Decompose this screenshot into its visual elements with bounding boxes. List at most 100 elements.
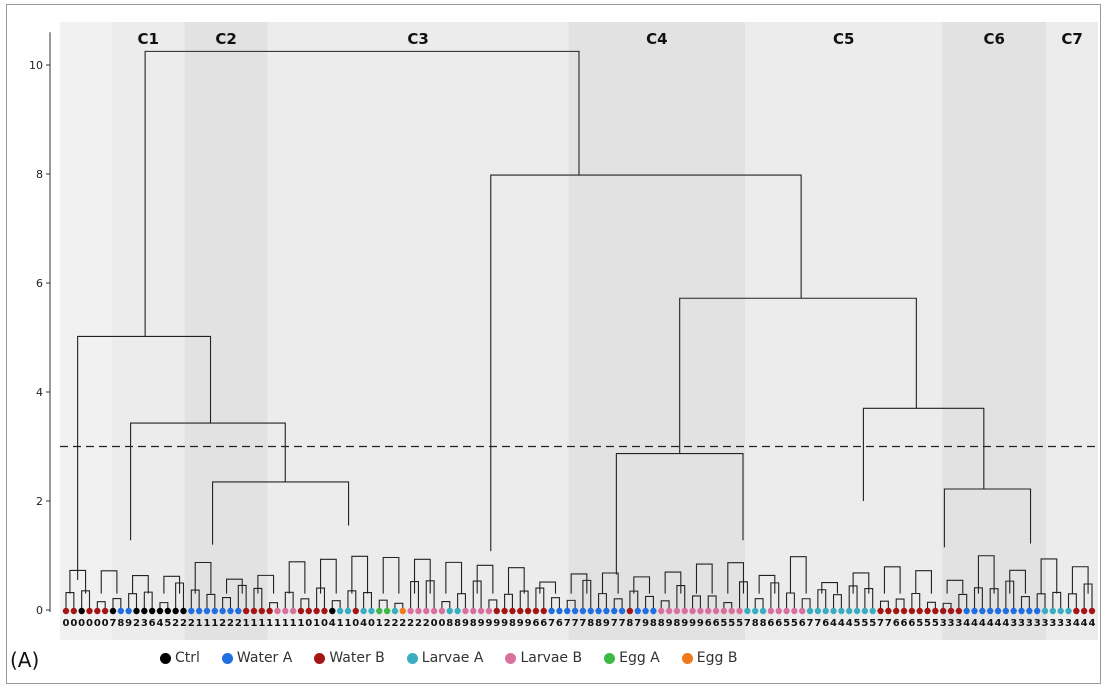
leaf-marker — [900, 607, 908, 615]
leaf-merge-group — [883, 566, 901, 594]
leaf-label: 3 — [1065, 618, 1072, 629]
panel-label: (A) — [10, 648, 40, 672]
legend-label: Egg B — [696, 650, 738, 666]
cluster-band-c2 — [184, 22, 268, 640]
leaf-marker — [979, 607, 986, 615]
cluster-band-c5 — [745, 22, 943, 640]
leaf-marker — [101, 607, 109, 615]
leaf-marker — [1049, 607, 1057, 615]
leaf-label: 2 — [415, 618, 422, 629]
legend-item: Larvae B — [505, 650, 582, 666]
leaf-label: 1 — [376, 618, 383, 629]
leaf-label: 0 — [431, 618, 438, 629]
leaf-label: 6 — [705, 618, 712, 629]
leaf-label: 7 — [619, 618, 626, 629]
leaf-marker — [415, 607, 422, 615]
leaf-marker — [274, 607, 281, 615]
cluster-band-c6 — [942, 22, 1047, 640]
cluster-band-c1 — [111, 22, 185, 640]
leaf-merge — [488, 599, 498, 610]
leaf-marker — [180, 607, 187, 615]
leaf-label: 4 — [963, 618, 970, 629]
leaf-marker — [759, 607, 767, 615]
leaf-marker — [266, 607, 273, 615]
leaf-merge-group — [789, 556, 807, 594]
leaf-merge-group — [946, 579, 964, 594]
leaf-marker — [869, 607, 876, 615]
leaf-label: 9 — [697, 618, 704, 629]
leaf-merge — [942, 602, 952, 610]
leaf-marker — [509, 607, 516, 615]
leaf-label: 2 — [133, 618, 140, 629]
leaf-label: 9 — [485, 618, 492, 629]
leaf-label: 2 — [235, 618, 242, 629]
leaf-merge — [754, 598, 764, 610]
leaf-merge-group — [915, 570, 932, 594]
leaf-marker — [1057, 607, 1064, 615]
leaf-label: 1 — [203, 618, 210, 629]
leaf-marker — [736, 607, 743, 615]
leaf-marker — [360, 607, 367, 615]
leaf-merge — [832, 594, 842, 610]
leaf-marker — [86, 607, 93, 615]
leaf-label: 4 — [838, 618, 845, 629]
leaf-merge — [707, 595, 717, 610]
leaf-marker — [203, 607, 211, 615]
leaf-merge-group — [852, 572, 870, 594]
leaf-merge-group — [163, 575, 181, 594]
legend-label: Water A — [236, 650, 293, 666]
leaf-label: 5 — [869, 618, 876, 629]
leaf-marker — [806, 607, 814, 615]
leaf-merge — [958, 593, 968, 610]
leaf-merge — [566, 599, 576, 610]
leaf-marker — [822, 607, 829, 615]
leaf-label: 1 — [290, 618, 297, 629]
leaf-merge-group — [695, 563, 713, 594]
leaf-marker — [305, 607, 312, 615]
leaf-marker — [673, 607, 681, 615]
leaf-merge-group — [445, 561, 463, 594]
leaf-marker — [1010, 607, 1017, 615]
leaf-label: 8 — [595, 618, 602, 629]
leaf-marker — [579, 607, 587, 615]
leaf-marker — [329, 607, 336, 615]
leaf-marker — [650, 607, 657, 615]
leaf-merge-group — [570, 573, 588, 594]
leaf-marker — [885, 607, 892, 615]
leaf-merge-group — [977, 555, 995, 594]
cluster-label-c5: C5 — [833, 30, 854, 48]
leaf-label: 0 — [352, 618, 359, 629]
leaf-marker — [1026, 607, 1033, 615]
legend-marker — [604, 652, 616, 664]
leaf-merge-group — [507, 567, 525, 594]
leaf-marker — [470, 607, 477, 615]
legend-item: Egg B — [681, 650, 738, 666]
leaf-marker — [1018, 607, 1025, 615]
leaf-label: 8 — [650, 618, 657, 629]
leaf-label: 7 — [611, 618, 618, 629]
leaf-marker — [1088, 607, 1096, 615]
leaf-label: 2 — [407, 618, 414, 629]
leaf-marker — [767, 607, 775, 615]
leaf-marker — [791, 607, 798, 615]
leaf-marker — [1073, 607, 1080, 615]
leaf-merge — [801, 598, 811, 610]
leaf-label: 7 — [110, 618, 117, 629]
leaf-label: 1 — [297, 618, 304, 629]
leaf-label: 4 — [830, 618, 837, 629]
leaf-label: 2 — [391, 618, 398, 629]
leaf-merge — [895, 598, 905, 610]
leaf-marker — [250, 607, 258, 615]
leaf-label: 7 — [744, 618, 751, 629]
leaf-marker — [336, 607, 344, 615]
leaf-marker — [423, 607, 430, 615]
legend-item: Water A — [221, 650, 293, 666]
leaf-merge-group — [727, 562, 745, 594]
leaf-marker — [172, 607, 179, 615]
leaf-label: 0 — [321, 618, 328, 629]
leaf-label: 9 — [125, 618, 132, 629]
leaf-label: 4 — [1073, 618, 1080, 629]
leaf-merge-group — [100, 570, 118, 594]
leaf-marker — [94, 607, 101, 615]
cluster-label-c2: C2 — [215, 30, 236, 48]
